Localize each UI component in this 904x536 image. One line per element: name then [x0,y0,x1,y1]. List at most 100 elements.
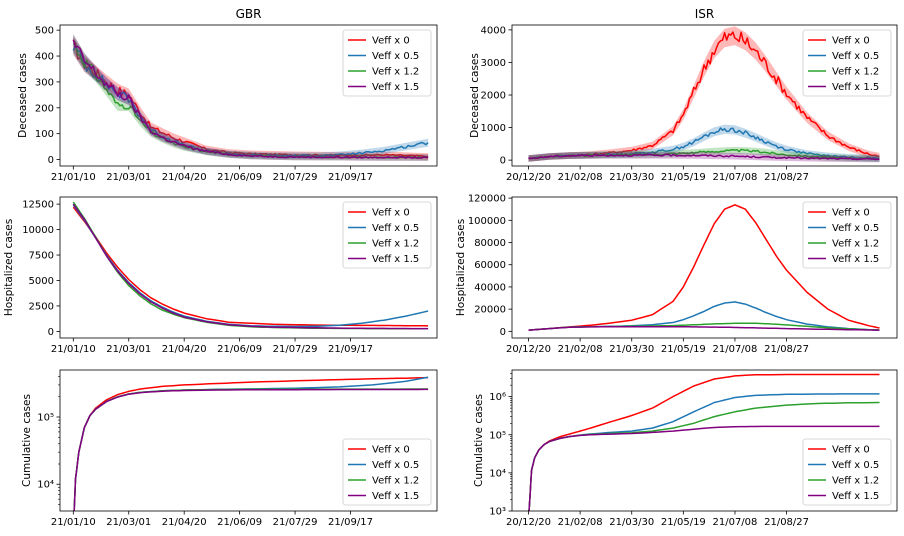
panel-title: GBR [236,7,262,21]
y-tick-label: 0 [500,327,506,338]
x-tick-label: 21/03/01 [106,517,151,528]
legend-label: Veff x 0 [832,208,870,219]
y-tick-label: 1000 [481,123,506,134]
axes-frame [59,369,438,512]
y-tick-label: 0 [500,156,506,167]
series-line [72,39,429,159]
y-tick-label: 200 [35,103,54,114]
legend-label: Veff x 1.5 [372,254,419,265]
series-line [528,153,880,161]
series-band [528,26,880,162]
x-tick-label: 21/04/20 [162,517,207,528]
x-tick-label: 21/08/27 [764,517,809,528]
y-tick-label: 4000 [481,25,506,36]
legend-box [802,29,892,97]
y-tick-label: 10³ [489,507,506,518]
x-tick-label: 21/05/19 [661,517,706,528]
y-tick-label: 100 [35,129,54,140]
x-tick-label: 21/07/29 [273,344,318,355]
y-tick-label: 10⁴ [37,480,54,491]
legend-label: Veff x 0.5 [832,51,879,62]
x-tick-label: 21/09/17 [328,172,373,183]
x-tick-label: 21/06/09 [217,172,262,183]
x-tick-label: 21/01/10 [51,517,96,528]
legend-label: Veff x 1.2 [832,67,879,78]
isr-hospitalized-panel: 20/12/20 21/02/08 21/03/30 21/05/19 21/07/08… [455,194,898,355]
gbr-cumulative-panel: 21/01/10 21/03/01 21/04/20 21/06/09 21/07/29… [21,369,438,528]
isr-deceased-plot-area [528,26,880,163]
x-tick-label: 21/08/27 [764,172,809,183]
legend-label: Veff x 1.2 [372,67,419,78]
x-tick-label: 21/01/10 [51,172,96,183]
x-tick-label: 21/06/09 [217,344,262,355]
legend-label: Veff x 1.2 [372,476,419,487]
legend: Veff x 0 Veff x 0.5 Veff x 1.2 Veff x 1.5 [342,201,432,269]
legend: Veff x 0 Veff x 0.5 Veff x 1.2 Veff x 1.5 [342,438,432,506]
legend: Veff x 0 Veff x 0.5 Veff x 1.2 Veff x 1.5 [802,29,892,97]
gbr-deceased-plot-area [72,34,429,161]
series-band [528,124,880,162]
series-line [72,206,429,327]
y-tick-label: 120000 [468,194,506,205]
y-axis-label: Deceased cases [17,53,29,138]
legend-label: Veff x 0 [372,445,410,456]
axes-frame [59,24,438,167]
y-tick-label: 60000 [474,260,506,271]
y-tick-label: 40000 [474,282,506,293]
x-tick-label: 21/06/09 [217,517,262,528]
y-axis-label: Deceased cases [469,53,481,138]
x-tick-label: 21/03/01 [106,172,151,183]
legend-label: Veff x 1.5 [832,254,879,265]
x-tick-label: 21/02/08 [558,517,603,528]
legend-label: Veff x 1.5 [832,82,879,93]
isr-cumulative-plot-area [528,373,880,511]
series-band [73,36,429,160]
series-line [72,39,429,158]
legend-label: Veff x 1.5 [372,82,419,93]
y-tick-label: 2000 [481,91,506,102]
gbr-cumulative-plot-area [73,376,429,511]
legend-label: Veff x 1.2 [372,239,419,250]
x-tick-label: 21/04/20 [162,172,207,183]
y-axis-label: Cumulative cases [473,394,485,487]
x-tick-label: 21/07/08 [712,344,757,355]
y-tick-label: 10⁵ [489,430,506,441]
legend-label: Veff x 1.2 [832,476,879,487]
x-tick-label: 21/05/19 [661,344,706,355]
y-tick-label: 400 [35,52,54,63]
y-tick-label: 10000 [22,225,54,236]
legend: Veff x 0 Veff x 0.5 Veff x 1.2 Veff x 1.5 [802,438,892,506]
legend-label: Veff x 1.5 [832,491,879,502]
legend-label: Veff x 0.5 [372,51,419,62]
x-tick-label: 21/07/08 [712,172,757,183]
y-tick-label: 20000 [474,305,506,316]
series-line [73,388,429,511]
series-band [528,151,880,163]
legend-box [342,201,432,269]
y-tick-label: 2500 [29,301,54,312]
legend-label: Veff x 1.2 [832,239,879,250]
gbr-hospitalized-plot-area [72,201,429,330]
legend-box [802,438,892,506]
y-axis-label: Hospitalized cases [455,219,467,316]
series-line [528,204,880,331]
x-tick-label: 21/02/08 [558,172,603,183]
x-tick-label: 21/03/30 [609,344,654,355]
y-tick-label: 3000 [481,58,506,69]
y-tick-label: 12500 [22,200,54,211]
legend-label: Veff x 0 [372,208,410,219]
y-tick-label: 0 [48,327,54,338]
x-tick-label: 20/12/20 [506,344,551,355]
x-tick-label: 21/03/01 [106,344,151,355]
x-tick-label: 21/01/10 [51,344,96,355]
x-tick-label: 21/04/20 [162,344,207,355]
isr-cumulative-panel: 20/12/20 21/02/08 21/03/30 21/05/19 21/07/08… [473,369,898,528]
y-tick-label: 10⁴ [489,468,506,479]
isr-deceased-panel: 20/12/20 21/02/08 21/03/30 21/05/19 21/07/08… [469,7,898,183]
legend-box [342,29,432,97]
x-tick-label: 21/07/29 [273,172,318,183]
x-tick-label: 21/09/17 [328,517,373,528]
x-tick-label: 20/12/20 [506,172,551,183]
x-tick-label: 21/05/19 [661,172,706,183]
